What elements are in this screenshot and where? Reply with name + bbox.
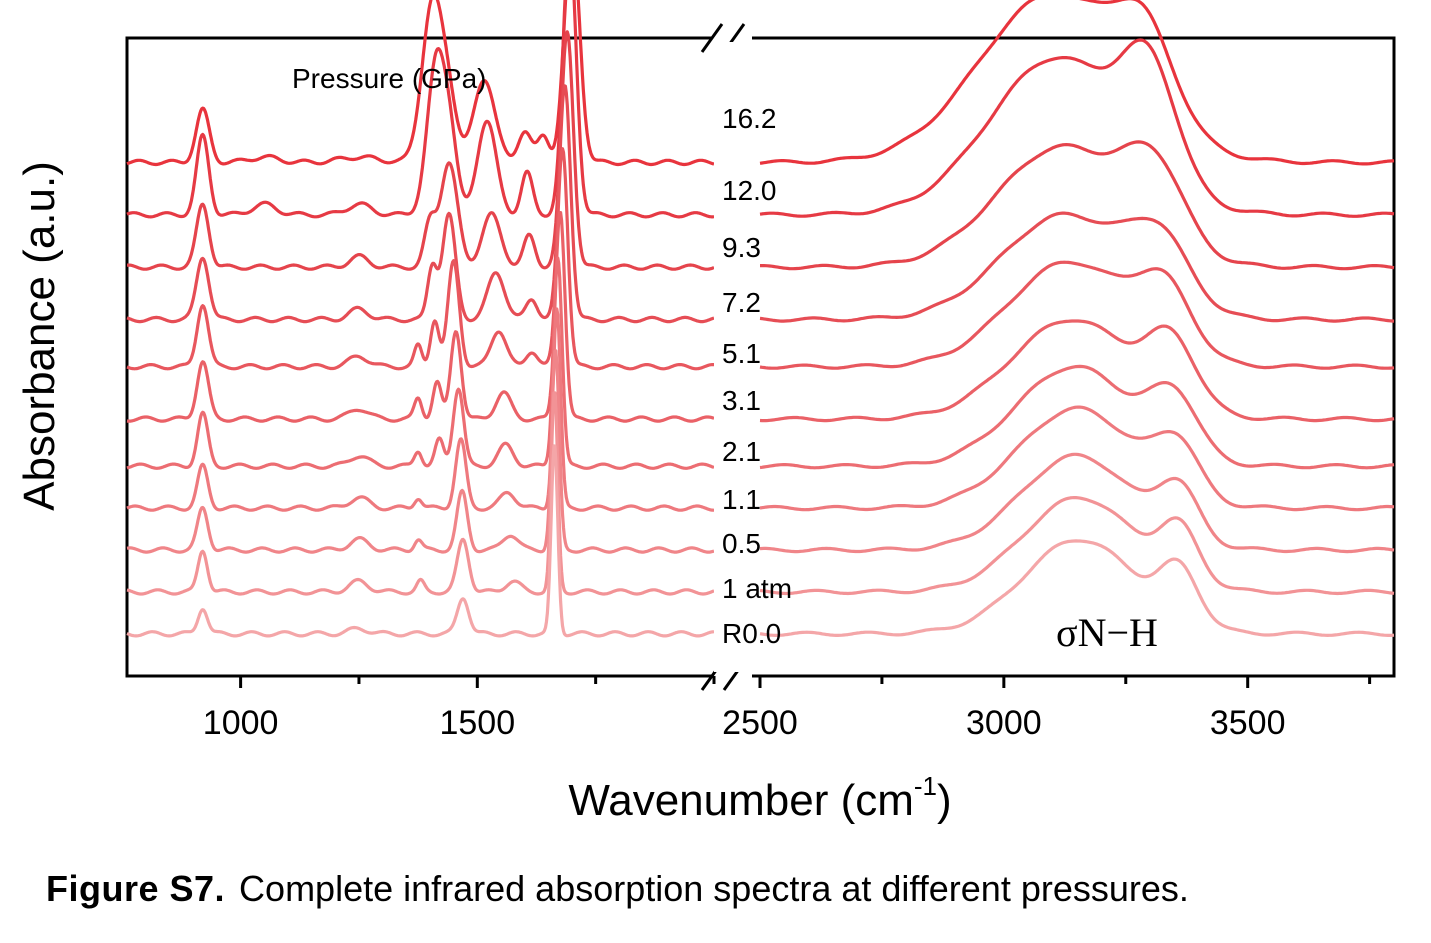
spectrum-low-9.3	[126, 30, 715, 271]
series-0.5	[126, 349, 1395, 554]
series-1.1	[126, 307, 1395, 512]
series-label-2.1: 2.1	[722, 436, 761, 467]
series-16.2	[126, 0, 1395, 167]
spectrum-low-1-atm	[126, 391, 715, 596]
caption-text: Complete infrared absorption spectra at …	[239, 868, 1189, 909]
series-label-3.1: 3.1	[722, 385, 761, 416]
spectrum-low-5.1	[126, 147, 715, 371]
series-5.1	[126, 147, 1395, 371]
spectrum-low-12.0	[126, 0, 715, 219]
series-3.1	[126, 211, 1395, 423]
spectrum-high-1.1	[759, 405, 1395, 512]
series-label-1.1: 1.1	[722, 484, 761, 515]
spectrum-high-12.0	[759, 38, 1395, 218]
tick-label-2500: 2500	[722, 704, 798, 742]
tick-label-1500: 1500	[439, 704, 515, 742]
nh-annotation: σN−H	[1056, 610, 1158, 655]
spectrum-low-2.1	[126, 256, 715, 470]
spectrum-high-3.1	[759, 319, 1395, 423]
series-R0.0	[126, 444, 1395, 638]
break-band	[714, 42, 758, 672]
axis-break	[700, 23, 758, 691]
legend-title: Pressure (GPa)	[292, 63, 487, 94]
x-axis-label-close: )	[937, 776, 952, 825]
series-label-1-atm: 1 atm	[722, 573, 792, 604]
spectrum-high-7.2	[759, 211, 1395, 323]
series-7.2	[126, 84, 1395, 324]
caption-label: Figure S7.	[46, 868, 226, 909]
spectrum-high-9.3	[760, 140, 1395, 271]
series-1-atm	[126, 391, 1395, 596]
series-label-R0.0: R0.0	[722, 618, 781, 649]
spectrum-high-5.1	[759, 260, 1395, 370]
spectrum-low-0.5	[126, 349, 715, 554]
series-label-0.5: 0.5	[722, 528, 761, 559]
series-label-16.2: 16.2	[722, 103, 777, 134]
series-layer	[126, 0, 1395, 638]
figure-caption: Figure S7. Complete infrared absorption s…	[46, 868, 1189, 910]
series-label-9.3: 9.3	[722, 232, 761, 263]
series-2.1	[126, 256, 1395, 470]
x-axis-label-main: Wavenumber (cm	[568, 776, 914, 825]
spectrum-high-R0.0	[759, 539, 1395, 637]
y-axis-label: Absorbance (a.u.)	[15, 161, 64, 511]
tick-label-3000: 3000	[966, 704, 1042, 742]
series-9.3	[126, 30, 1395, 271]
series-label-12.0: 12.0	[722, 175, 777, 206]
spectrum-high-16.2	[759, 0, 1395, 166]
series-label-7.2: 7.2	[722, 287, 761, 318]
break-mark-a-top	[700, 23, 724, 53]
x-axis-label: Wavenumber (cm-1)	[568, 771, 951, 825]
series-12.0	[126, 0, 1395, 219]
series-labels: 16.2 12.0 9.3 7.2 5.1 3.1 2.1 1.1 0.5 1 atm R0.0	[722, 103, 792, 649]
x-ticks: 1000 1500 2500 3000 3500	[203, 676, 1372, 742]
break-gap-top	[712, 32, 752, 44]
spectrum-high-1-atm	[759, 496, 1395, 596]
series-label-5.1: 5.1	[722, 338, 761, 369]
tick-label-3500: 3500	[1210, 704, 1286, 742]
spectrum-low-R0.0	[126, 444, 715, 638]
spectrum-high-2.1	[759, 364, 1395, 470]
spectrum-low-1.1	[126, 307, 715, 512]
spectrum-low-7.2	[126, 84, 715, 324]
break-gap-bottom	[712, 670, 752, 682]
spectrum-low-16.2	[126, 0, 715, 167]
spectrum-high-0.5	[759, 452, 1395, 554]
spectrum-low-3.1	[126, 211, 715, 423]
x-axis-label-sup: -1	[914, 771, 937, 801]
tick-label-1000: 1000	[203, 704, 279, 742]
